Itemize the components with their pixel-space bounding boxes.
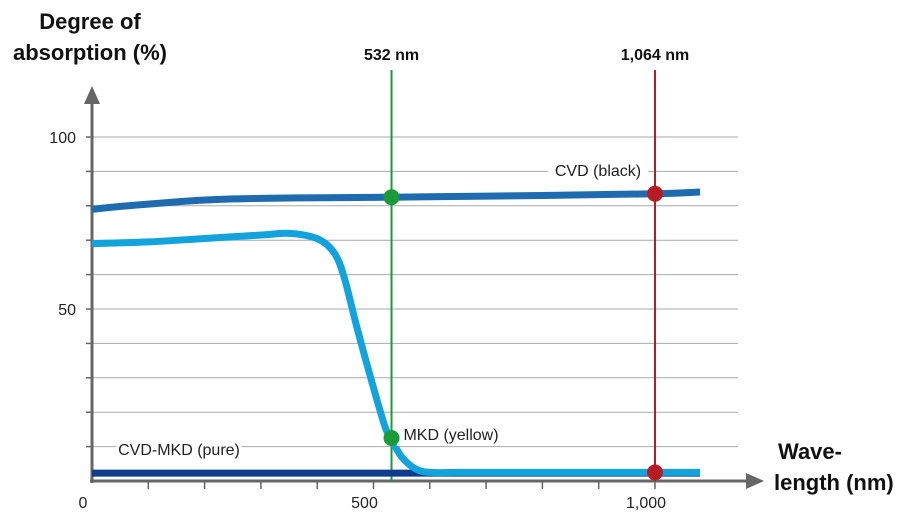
y-axis-arrow: [84, 86, 100, 104]
x-axis-label-line1: Wave-: [778, 439, 842, 464]
y-axis-label: Degree of absorption (%): [8, 6, 172, 68]
series-label-mkd-yellow: MKD (yellow): [403, 427, 498, 444]
series-label-cvd-black: CVD (black): [555, 163, 641, 180]
x-tick-label-0: 0: [79, 495, 88, 512]
y-axis-label-line1: Degree of: [39, 9, 141, 34]
marker-label-1064: 1,064 nm: [621, 47, 689, 64]
y-axis-label-line2: absorption (%): [13, 40, 167, 65]
marker-point-1064-2: [647, 464, 663, 481]
marker-label-532: 532 nm: [364, 47, 419, 64]
y-tick-label-100: 100: [49, 130, 76, 147]
series-label-bg-3: [116, 439, 242, 461]
x-axis-arrow: [746, 473, 764, 489]
x-axis-label-line2: length (nm): [774, 470, 894, 495]
marker-point-1064-1: [647, 185, 663, 202]
x-tick-label-1000: 1,000: [626, 495, 666, 512]
x-tick-label-500: 500: [351, 495, 378, 512]
series-line-mkd-yellow-: [91, 229, 701, 477]
y-tick-label-50: 50: [58, 302, 76, 319]
x-axis-label: Wave- length (nm): [774, 436, 914, 498]
series-label-bg-1: [547, 160, 649, 182]
series-label-bg-2: [396, 424, 506, 446]
marker-point-532-1: [383, 189, 400, 206]
series-label-cvd-mkd-pure: CVD-MKD (pure): [118, 442, 240, 459]
marker-point-532-2: [383, 430, 400, 446]
